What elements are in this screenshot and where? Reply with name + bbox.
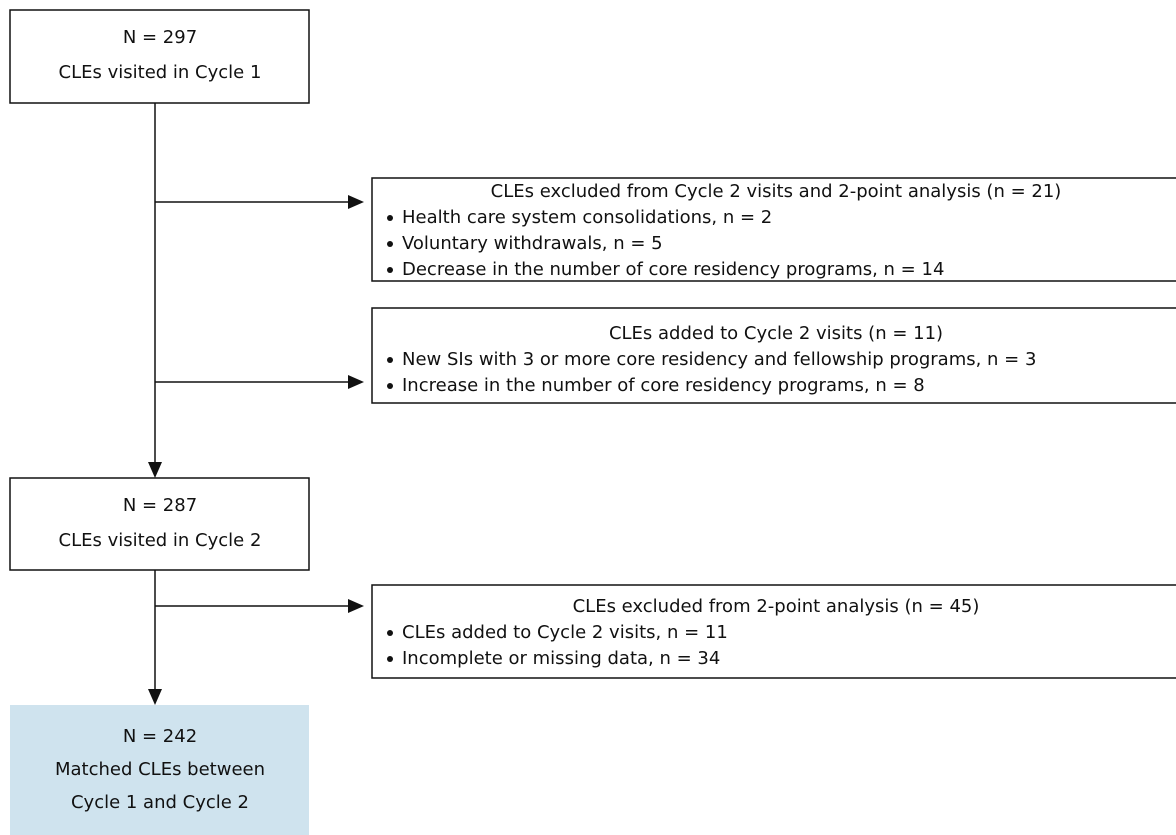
box-title: CLEs excluded from 2-point analysis (n =… xyxy=(573,596,980,617)
bullet xyxy=(387,241,393,247)
arrowhead xyxy=(148,462,162,478)
box-text: Matched CLEs between xyxy=(55,759,265,780)
bullet-text: Health care system consolidations, n = 2 xyxy=(402,207,772,228)
box xyxy=(371,177,1176,282)
bullet xyxy=(387,383,393,389)
bullet-text: New SIs with 3 or more core residency an… xyxy=(402,349,1036,370)
arrowhead xyxy=(148,689,162,705)
box-title: CLEs excluded from Cycle 2 visits and 2-… xyxy=(491,181,1062,202)
box xyxy=(371,307,1176,404)
box xyxy=(9,477,310,571)
bullet xyxy=(387,630,393,636)
arrowhead xyxy=(348,195,364,209)
box-text: N = 297 xyxy=(123,27,197,48)
box-text: CLEs visited in Cycle 1 xyxy=(59,62,262,83)
bullet xyxy=(387,215,393,221)
bullet xyxy=(387,656,393,662)
bullet-text: Incomplete or missing data, n = 34 xyxy=(402,648,720,669)
box-title: CLEs added to Cycle 2 visits (n = 11) xyxy=(609,323,943,344)
bullet-text: Decrease in the number of core residency… xyxy=(402,259,944,280)
bullet-text: Voluntary withdrawals, n = 5 xyxy=(402,233,663,254)
bullet-text: CLEs added to Cycle 2 visits, n = 11 xyxy=(402,622,728,643)
arrowhead xyxy=(348,599,364,613)
bullet xyxy=(387,267,393,273)
box xyxy=(9,9,310,104)
box-text: N = 287 xyxy=(123,495,197,516)
box-text: N = 242 xyxy=(123,726,197,747)
box xyxy=(371,584,1176,679)
box-text: Cycle 1 and Cycle 2 xyxy=(71,792,249,813)
box-text: CLEs visited in Cycle 2 xyxy=(59,530,262,551)
bullet xyxy=(387,357,393,363)
bullet-text: Increase in the number of core residency… xyxy=(402,375,925,396)
labels: N = 297 CLEs visited in Cycle 1 N = 287 CLE… xyxy=(55,27,1061,813)
result-box xyxy=(10,705,309,835)
arrowhead xyxy=(348,375,364,389)
